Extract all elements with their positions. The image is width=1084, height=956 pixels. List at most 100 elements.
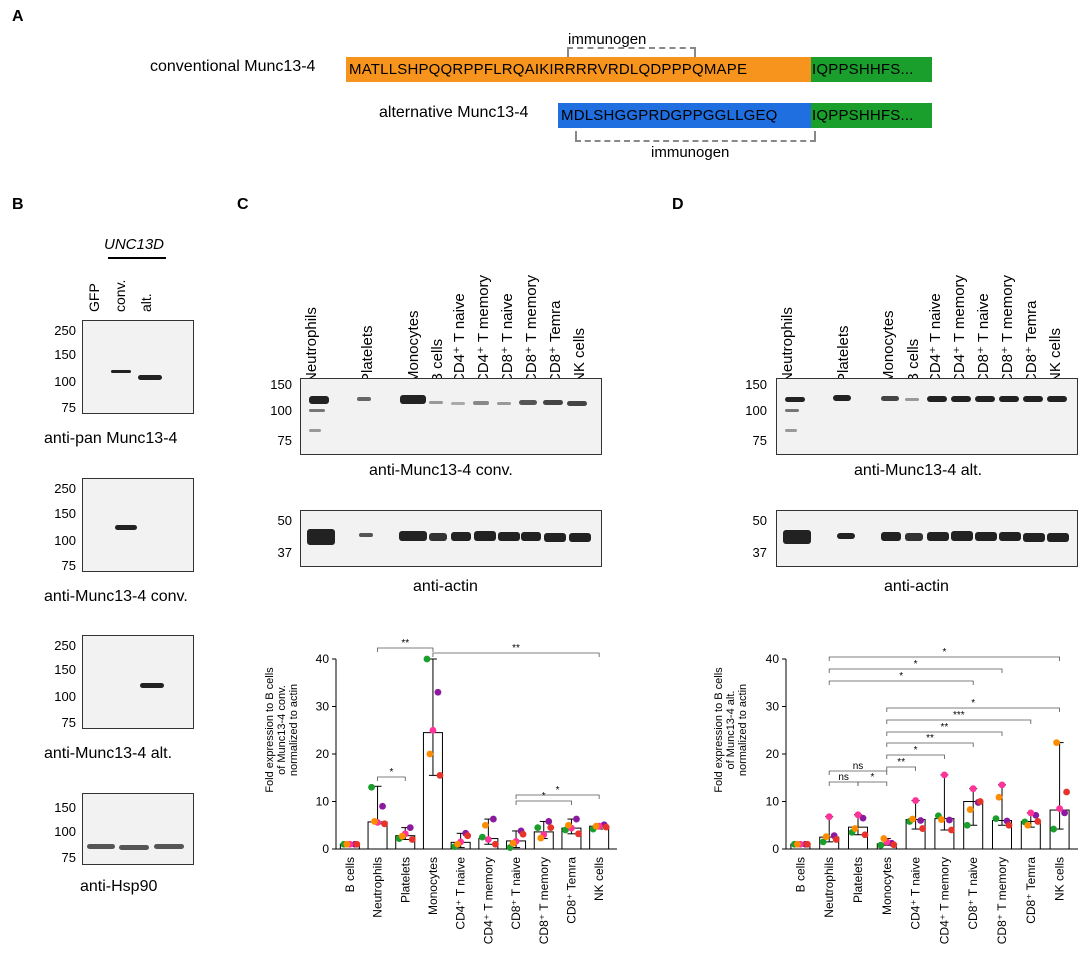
data-point bbox=[819, 838, 827, 846]
x-tick-label: Platelets bbox=[398, 857, 412, 903]
mw-marker: 75 bbox=[752, 433, 767, 448]
data-point bbox=[832, 836, 840, 843]
x-tick-label: B cells bbox=[343, 857, 357, 892]
lane-label: B cells bbox=[429, 338, 446, 383]
significance-bracket bbox=[886, 766, 916, 771]
data-point bbox=[565, 821, 572, 829]
data-point bbox=[822, 833, 830, 841]
mw-marker: 250 bbox=[54, 638, 76, 653]
data-point bbox=[1027, 809, 1035, 817]
data-point bbox=[995, 793, 1003, 801]
mw-marker: 250 bbox=[54, 323, 76, 338]
data-point bbox=[491, 840, 499, 848]
data-point bbox=[861, 831, 869, 839]
data-point bbox=[966, 806, 974, 813]
data-point bbox=[426, 750, 434, 758]
blot-actin-c bbox=[300, 510, 602, 567]
data-point bbox=[969, 785, 977, 793]
mw-marker: 150 bbox=[54, 662, 76, 677]
immunogen-label-top: immunogen bbox=[568, 31, 647, 48]
y-tick-label: 10 bbox=[766, 795, 780, 809]
data-point bbox=[941, 771, 948, 779]
x-tick-label: CD8⁺ Temra bbox=[1024, 857, 1038, 924]
mw-marker: 37 bbox=[277, 545, 292, 560]
data-point bbox=[464, 832, 472, 840]
panel-label-a: A bbox=[12, 8, 24, 25]
data-point bbox=[919, 825, 926, 832]
data-point bbox=[436, 771, 444, 779]
significance-label: ns bbox=[838, 772, 849, 783]
significance-bracket bbox=[828, 770, 888, 775]
blot-actin-d bbox=[776, 510, 1078, 567]
significance-bracket bbox=[828, 668, 1003, 673]
blot-caption: anti-Hsp90 bbox=[80, 878, 158, 895]
blot-pan-munc bbox=[82, 320, 194, 414]
data-point bbox=[406, 824, 414, 832]
data-point bbox=[481, 821, 489, 829]
significance-label: *** bbox=[953, 710, 965, 721]
x-tick-label: CD4⁺ T naive bbox=[909, 857, 923, 930]
data-point bbox=[1024, 821, 1032, 829]
data-point bbox=[998, 781, 1006, 789]
data-point bbox=[890, 841, 898, 849]
data-point bbox=[854, 811, 862, 819]
x-tick-label: CD8⁺ Temra bbox=[564, 857, 578, 924]
data-point bbox=[368, 783, 375, 791]
significance-label: ** bbox=[512, 643, 520, 654]
y-axis-label: of Munc13-4 conv. bbox=[276, 685, 288, 775]
x-tick-label: B cells bbox=[793, 857, 807, 892]
data-point bbox=[859, 814, 867, 822]
alternative-sequence-blue: MDLSHGGPRDGPPGGLLGEQ bbox=[558, 103, 811, 128]
mw-marker: 75 bbox=[61, 850, 76, 865]
data-point bbox=[877, 841, 885, 849]
blot-hsp90 bbox=[82, 793, 194, 865]
mw-marker: 75 bbox=[61, 400, 76, 415]
x-tick-label: Platelets bbox=[851, 857, 865, 903]
data-point bbox=[1034, 818, 1042, 825]
x-tick-label: Neutrophils bbox=[822, 857, 836, 918]
blot-caption: anti-Munc13-4 conv. bbox=[44, 588, 188, 605]
data-point bbox=[489, 815, 497, 823]
data-point bbox=[602, 823, 610, 831]
y-axis-label: normalized to actin bbox=[737, 684, 749, 776]
panel-label-b: B bbox=[12, 196, 24, 213]
mw-marker: 37 bbox=[752, 545, 767, 560]
lane-label: CD4⁺ T memory bbox=[951, 274, 968, 384]
gene-label: UNC13D bbox=[104, 236, 165, 253]
data-point bbox=[519, 830, 527, 838]
data-point bbox=[592, 822, 600, 830]
mw-marker: 150 bbox=[270, 377, 292, 392]
y-tick-label: 30 bbox=[316, 700, 330, 714]
conventional-sequence-green: IQPPSHHFS... bbox=[811, 57, 932, 82]
significance-label: * bbox=[914, 745, 918, 756]
y-tick-label: 40 bbox=[766, 652, 780, 666]
lane-label: B cells bbox=[905, 338, 922, 383]
data-point bbox=[946, 816, 953, 824]
x-tick-label: CD8⁺ T naive bbox=[966, 857, 980, 930]
y-axis-label: Fold expression to B cells bbox=[264, 667, 276, 793]
data-point bbox=[398, 832, 406, 840]
alternative-sequence-green: IQPPSHHFS... bbox=[811, 103, 932, 128]
mw-marker: 150 bbox=[54, 800, 76, 815]
data-point bbox=[948, 826, 955, 834]
lane-label: Platelets bbox=[359, 325, 376, 383]
lane-label: CD8⁺ T memory bbox=[523, 274, 540, 384]
data-point bbox=[429, 726, 437, 734]
x-tick-label: Monocytes bbox=[426, 857, 440, 915]
data-point bbox=[379, 802, 386, 810]
x-tick-label: CD8⁺ T naive bbox=[509, 857, 523, 930]
data-point bbox=[917, 817, 924, 824]
blot-munc-alt bbox=[82, 635, 194, 729]
blot-munc-conv bbox=[82, 478, 194, 572]
data-point bbox=[537, 834, 545, 842]
data-point bbox=[534, 824, 542, 832]
data-point bbox=[381, 820, 388, 828]
significance-bracket bbox=[377, 647, 434, 652]
conventional-sequence-orange: MATLLSHPQQRPPFLRQAIKIRRRRVRDLQDPPPQMAPE bbox=[346, 57, 814, 82]
data-point bbox=[484, 836, 492, 843]
data-point bbox=[1063, 788, 1070, 796]
significance-bracket bbox=[886, 754, 945, 759]
data-point bbox=[547, 824, 555, 832]
significance-label: * bbox=[899, 671, 903, 682]
x-tick-label: CD8⁺ T memory bbox=[537, 857, 551, 944]
